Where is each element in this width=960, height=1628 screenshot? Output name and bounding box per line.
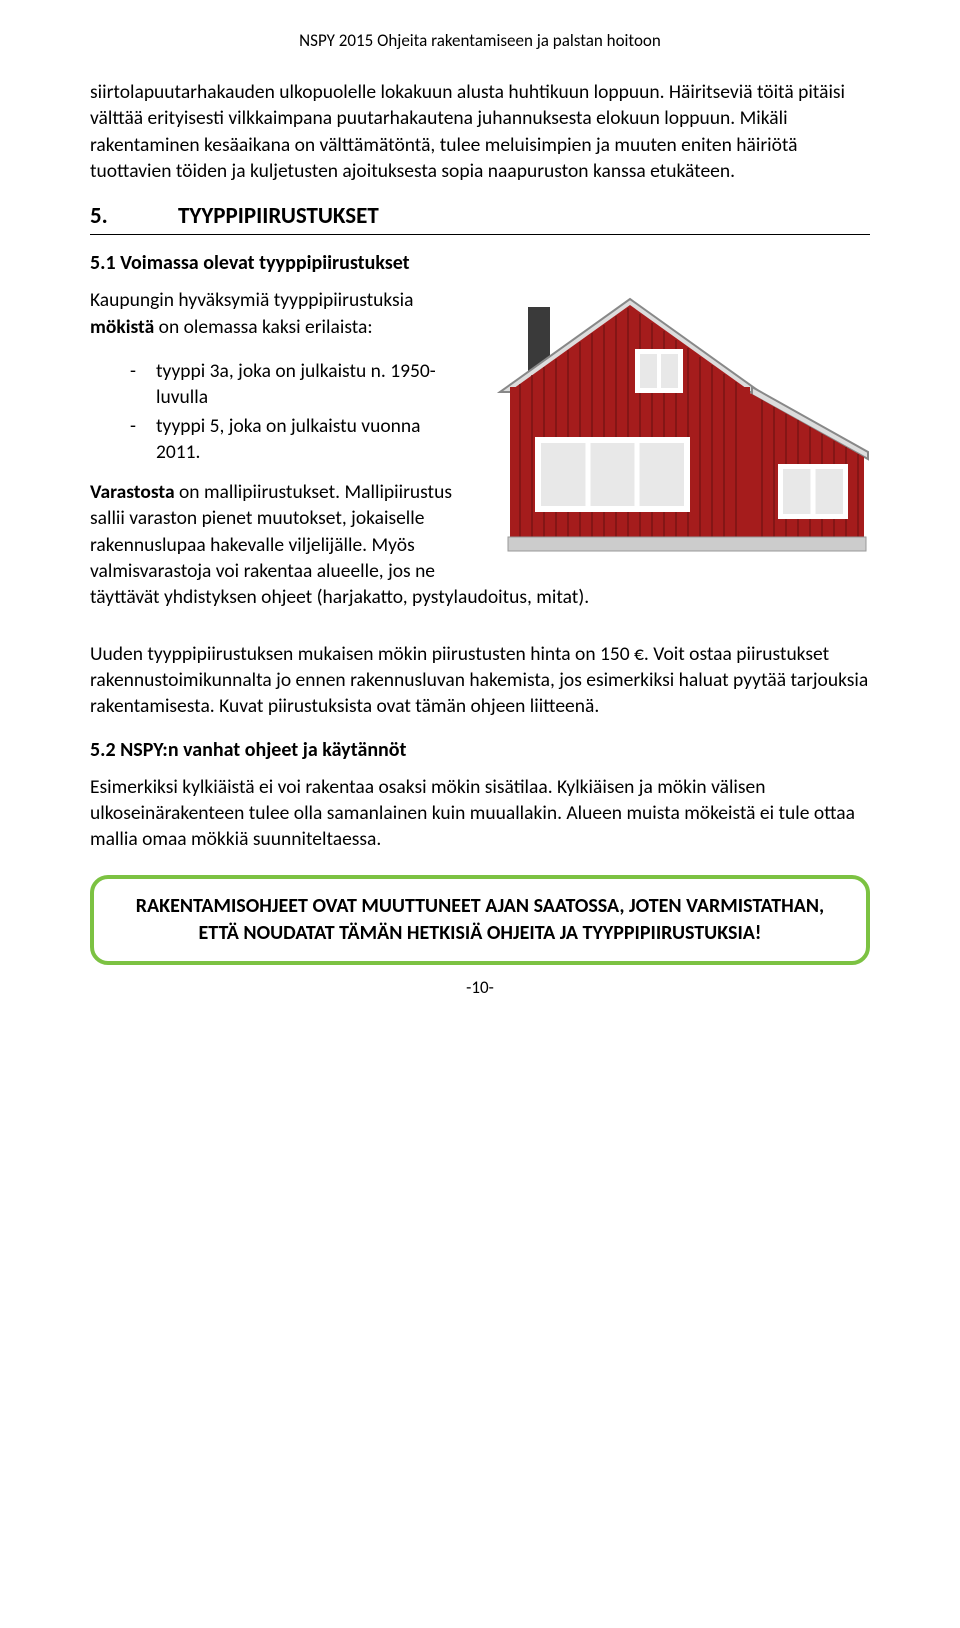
page-number: -10-: [90, 977, 870, 998]
text-pre: Kaupungin hyväksymiä tyyppipiirustuksia: [90, 288, 414, 312]
foundation: [508, 537, 866, 551]
para-5-1-price: Uuden tyyppipiirustuksen mukaisen mökin …: [90, 641, 870, 720]
section-5-heading: 5. TYYPPIPIIRUSTUKSET: [90, 202, 870, 235]
lean-window: [778, 464, 848, 519]
list-item: tyyppi 3a, joka on julkaistu n. 1950-luv…: [130, 358, 870, 411]
list-item: tyyppi 5, joka on julkaistu vuonna 2011.: [130, 413, 870, 466]
text-bold-varastosta: Varastosta: [90, 480, 175, 504]
callout-box: RAKENTAMISOHJEET OVAT MUUTTUNEET AJAN SA…: [90, 875, 870, 965]
section-number: 5.: [90, 202, 178, 230]
section-title: TYYPPIPIIRUSTUKSET: [178, 202, 379, 230]
text-bold-mokista: mökistä: [90, 315, 154, 339]
subheading-5-2: 5.2 NSPY:n vanhat ohjeet ja käytännöt: [90, 738, 870, 762]
text-post: on olemassa kaksi erilaista:: [154, 315, 372, 339]
page-header: NSPY 2015 Ohjeita rakentamiseen ja palst…: [90, 30, 870, 51]
content-block-5-1: Kaupungin hyväksymiä tyyppipiirustuksia …: [90, 287, 870, 628]
para-5-2: Esimerkiksi kylkiäistä ei voi rakentaa o…: [90, 774, 870, 853]
subheading-5-1: 5.1 Voimassa olevat tyyppipiirustukset: [90, 251, 870, 275]
intro-paragraph: siirtolapuutarhakauden ulkopuolelle loka…: [90, 79, 870, 184]
